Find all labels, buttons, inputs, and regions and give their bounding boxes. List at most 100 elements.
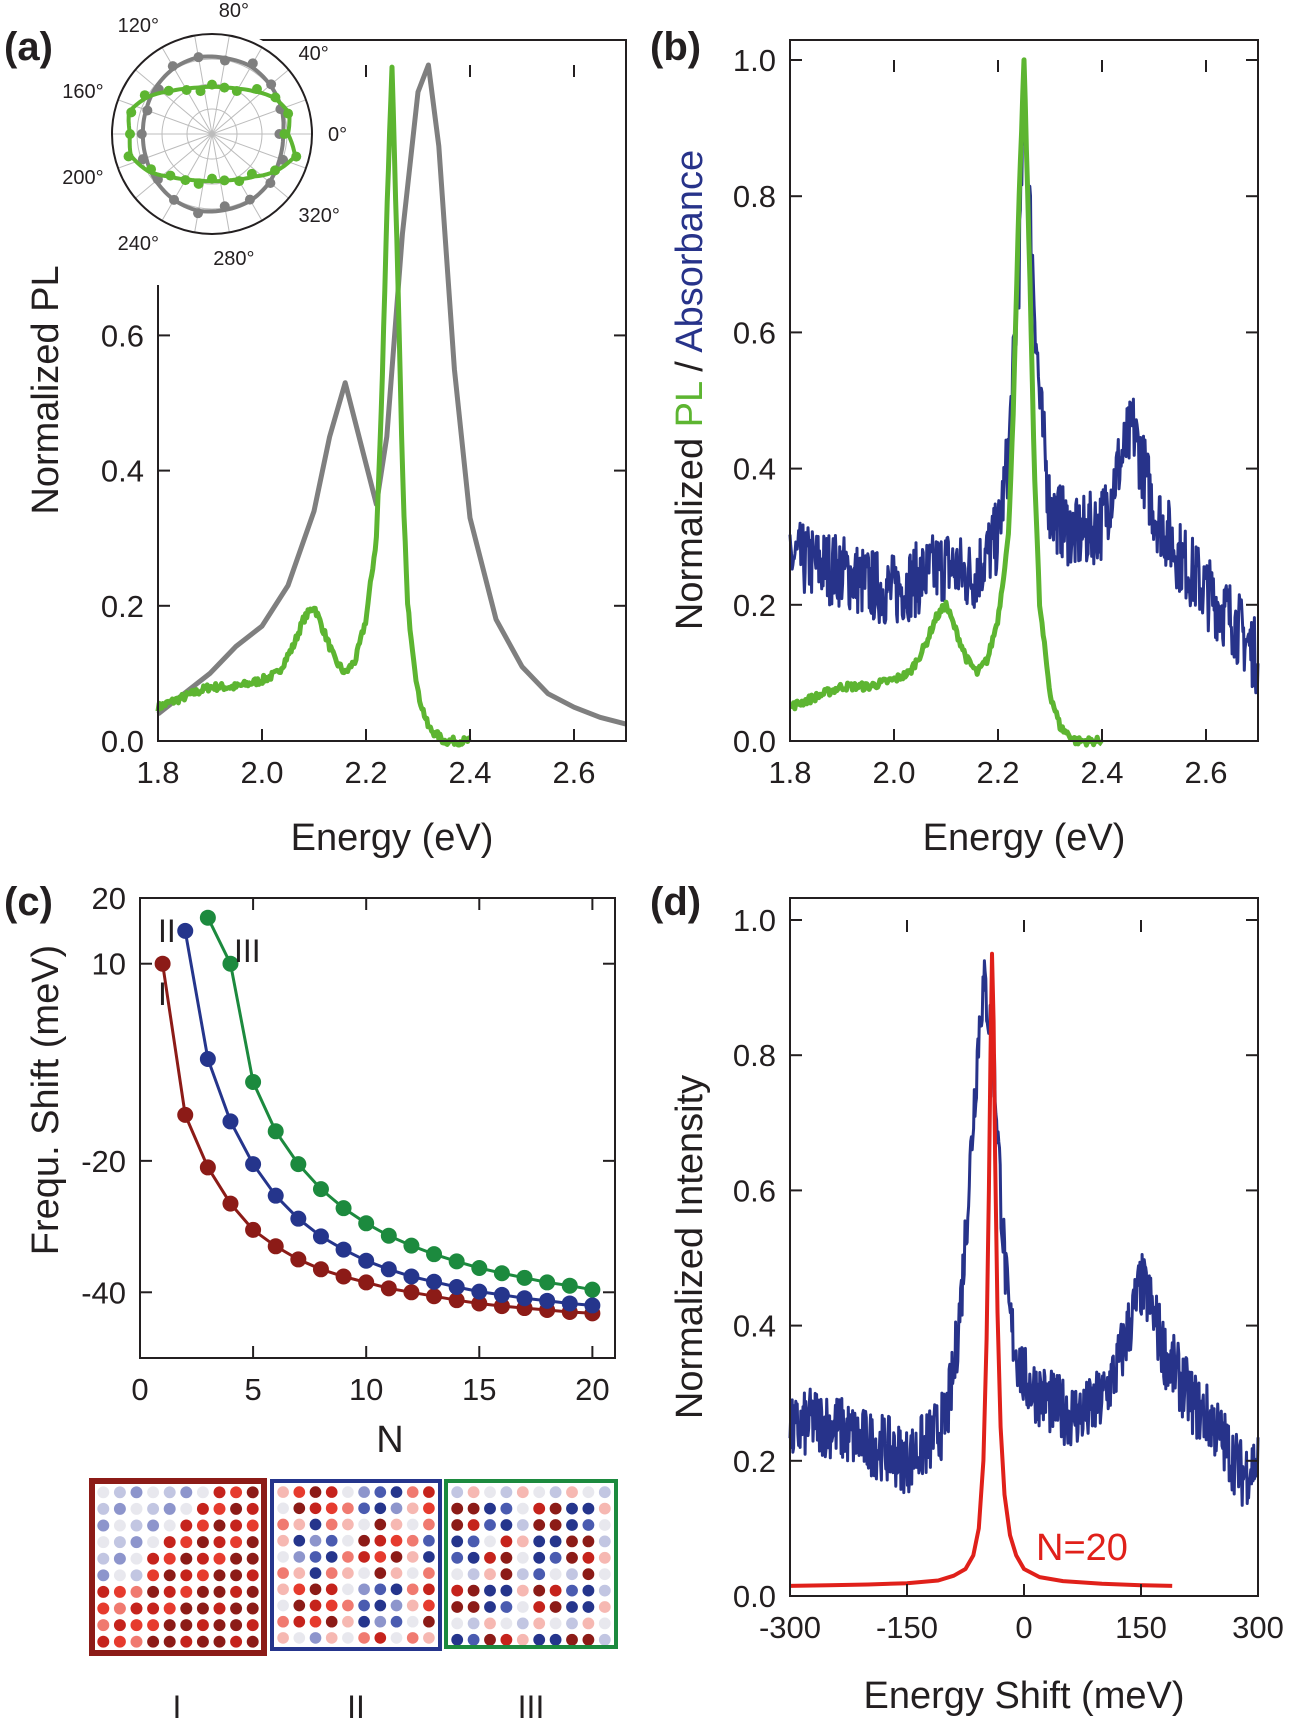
panel-c-x-axis-title: N [376, 1419, 403, 1461]
polar-angle-label: 40° [299, 43, 329, 65]
mode-map-II-dot [406, 1583, 419, 1596]
polar-point-green [283, 108, 294, 119]
mode-map-III-dot [598, 1584, 611, 1597]
mode-map-II-dot [309, 1632, 322, 1644]
panel-d-line-n20 [789, 951, 1173, 1588]
mode-map-III-dot [533, 1551, 546, 1564]
panel-d-y-axis-title: Normalized Intensity [669, 1075, 711, 1419]
panel-c-point-III [199, 909, 216, 926]
mode-map-I-dot [113, 1569, 126, 1582]
polar-point-green [270, 92, 281, 103]
panel-c-x-tick-label: 0 [131, 1372, 148, 1407]
panel-c-point-I [471, 1295, 488, 1312]
polar-grid-spoke [211, 133, 289, 199]
map-iii-label: III [518, 1689, 545, 1725]
polar-point-green [207, 79, 217, 90]
polar-angle-label: 240° [118, 233, 159, 255]
mode-map-II-dot [390, 1599, 403, 1612]
mode-map-II-dot [390, 1567, 403, 1579]
mode-map-II-dot [309, 1534, 322, 1547]
polar-point-green [279, 129, 290, 139]
panel-c-point-II [448, 1279, 465, 1296]
mode-map-III-dot [451, 1551, 464, 1564]
polar-point-green [195, 86, 206, 97]
mode-map-I-dot [230, 1519, 243, 1532]
mode-map-III-dot [582, 1551, 595, 1564]
mode-map-II-dot [325, 1632, 338, 1644]
mode-map-II-dot [293, 1518, 306, 1531]
mode-map-I-dot [130, 1486, 143, 1499]
panel-d-x-tick-label: 0 [1015, 1610, 1032, 1645]
panel-c-point-II [471, 1283, 488, 1300]
panel-c-point-I [312, 1261, 329, 1278]
mode-map-I-dot [130, 1502, 143, 1515]
panel-b-plot-area [788, 57, 1260, 748]
panel-d-x-tick-label: 150 [1115, 1610, 1167, 1645]
panel-c-point-III [335, 1200, 352, 1217]
panel-b-y-tick-label: 0.4 [733, 452, 776, 487]
panel-d-x-tick-label: -150 [876, 1610, 938, 1645]
mode-map-I-dot [196, 1536, 209, 1549]
mode-map-I-dot [180, 1536, 193, 1549]
polar-angle-label: 120° [118, 15, 159, 37]
mode-map-III-dot [582, 1502, 595, 1515]
mode-map-II-dot [325, 1486, 338, 1498]
panel-c-x-tick-label: 5 [244, 1372, 261, 1407]
mode-map-I-dot [213, 1552, 226, 1565]
mode-map-II-dot [358, 1502, 370, 1515]
panel-c-point-II [312, 1228, 329, 1245]
mode-map-III-dot [516, 1617, 529, 1630]
polar-point-green [219, 82, 230, 93]
panel-d-y-tick-label: 0.6 [733, 1173, 776, 1208]
mode-map-II-dot [406, 1615, 419, 1628]
panel-c-point-II [222, 1113, 239, 1130]
mode-map-II-dot [358, 1486, 370, 1498]
mode-map-II-dot [390, 1486, 403, 1498]
mode-map-I-dot [246, 1486, 259, 1499]
mode-map-III-dot [598, 1617, 611, 1630]
mode-map-II-dot [358, 1551, 370, 1563]
mode-map-II-dot [374, 1615, 387, 1628]
mode-map-I-dot [196, 1619, 209, 1632]
polar-angle-label: 160° [62, 81, 103, 103]
panel-b-ticks: 1.8 2.0 2.2 2.4 2.6 0.0 0.2 0.4 0.6 0.8 1.0 [733, 43, 1258, 790]
mode-map-II-dot [277, 1615, 289, 1628]
mode-map-I-dot [163, 1552, 176, 1565]
mode-map-I-dot [196, 1585, 209, 1598]
mode-map-II-dot [423, 1486, 435, 1498]
y-title-normalized: Normalized [669, 427, 711, 630]
panel-b-y-tick-label: 0.6 [733, 315, 776, 350]
mode-map-II-dot [325, 1502, 338, 1515]
panel-c-y-tick-label: -20 [81, 1144, 126, 1179]
panel-c-ticks: 0 5 10 15 20 20 10 -20 -40 [81, 881, 615, 1407]
panel-b-x-axis-title: Energy (eV) [923, 817, 1126, 859]
mode-map-III-dot [500, 1519, 513, 1531]
mode-map-II-dot [342, 1551, 354, 1563]
mode-map-I-dot [97, 1602, 110, 1615]
mode-map-II-dot [406, 1502, 419, 1515]
panel-b-line-absorbance [788, 85, 1260, 695]
panel-c-y-tick-label: 20 [92, 881, 126, 916]
mode-map-II-dot [293, 1551, 306, 1563]
panel-c-point-I [493, 1298, 510, 1315]
mode-map-III-dot [467, 1535, 480, 1548]
polar-grid-spoke [211, 69, 289, 135]
panel-b-line-pl [788, 57, 1104, 748]
polar-angle-label: 200° [62, 167, 103, 189]
mode-map-II-dot [325, 1534, 338, 1547]
polar-point-gray [142, 105, 153, 116]
mode-map-I-dot [163, 1519, 176, 1532]
mode-map-III-dot [598, 1519, 611, 1531]
panel-c-point-III [290, 1156, 307, 1173]
panel-c-point-II [245, 1156, 262, 1173]
mode-map-I-dot [180, 1519, 193, 1532]
panel-a-y-tick-label: 0.6 [101, 318, 144, 353]
mode-map-I-dot [213, 1536, 226, 1549]
mode-map-I-dot [163, 1569, 176, 1582]
panel-a-ticks: 1.8 2.0 2.2 2.4 2.6 0.0 0.2 0.4 0.6 [101, 65, 626, 790]
mode-map-II-dot [277, 1632, 289, 1644]
mode-map-III-dot [549, 1584, 562, 1597]
mode-map-III-dot [500, 1486, 513, 1499]
mode-map-III-dot [598, 1502, 611, 1515]
polar-point-green [193, 178, 204, 189]
